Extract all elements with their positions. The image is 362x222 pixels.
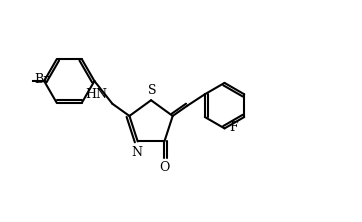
Text: F: F (229, 121, 238, 134)
Text: N: N (131, 146, 142, 159)
Text: HN: HN (85, 88, 108, 101)
Text: S: S (148, 84, 156, 97)
Text: Br: Br (34, 73, 50, 86)
Text: O: O (159, 161, 170, 174)
